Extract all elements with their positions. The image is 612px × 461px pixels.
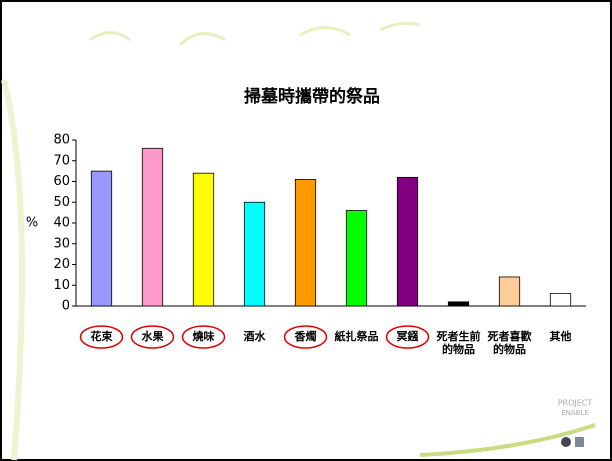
y-tick-label: 70 <box>53 153 70 168</box>
label-circle <box>181 325 226 349</box>
x-tick-label: 燒味 <box>193 329 215 343</box>
bar <box>549 293 572 307</box>
bar <box>192 172 215 307</box>
bar <box>396 176 419 307</box>
bar <box>345 210 368 307</box>
y-axis-label: % <box>26 216 38 231</box>
logo-text: PROJECT <box>558 399 593 408</box>
y-tick-label: 0 <box>62 299 70 314</box>
logo-icon <box>575 437 584 447</box>
y-tick-label: 40 <box>53 216 70 231</box>
bar <box>294 179 317 307</box>
label-circle <box>79 325 124 349</box>
y-tick-label: 60 <box>53 174 70 189</box>
x-tick-label: 水果 <box>142 329 164 343</box>
x-tick-label: 香燭 <box>294 329 317 343</box>
x-tick-label: 酒水 <box>244 329 267 343</box>
bar <box>243 201 266 307</box>
chart-title: 掃墓時攜帶的祭品 <box>244 86 380 107</box>
label-circle <box>283 325 328 349</box>
bar <box>90 170 113 307</box>
x-tick-label: 冥鏹 <box>397 329 419 343</box>
x-tick-label: 死者生前的物品 <box>437 329 481 356</box>
label-circle <box>130 325 175 349</box>
bar <box>141 147 164 307</box>
y-tick-label: 30 <box>53 236 70 251</box>
y-tick-label: 20 <box>53 257 70 272</box>
x-tick-label: 花束 <box>91 329 114 343</box>
x-tick-label: 死者喜歡的物品 <box>488 329 532 356</box>
x-tick-label: 紙扎祭品 <box>335 329 379 343</box>
x-tick-label: 其他 <box>550 329 572 343</box>
logo-icon <box>561 437 571 447</box>
label-circle <box>385 325 430 349</box>
bar <box>498 276 521 307</box>
decoration <box>1 79 25 461</box>
bar <box>447 301 470 307</box>
y-tick-label: 80 <box>53 133 70 148</box>
logo-text: ENABLE <box>561 409 589 417</box>
decoration <box>89 21 421 47</box>
decoration <box>419 423 596 457</box>
y-tick-label: 10 <box>53 278 70 293</box>
y-tick-label: 50 <box>53 195 70 210</box>
